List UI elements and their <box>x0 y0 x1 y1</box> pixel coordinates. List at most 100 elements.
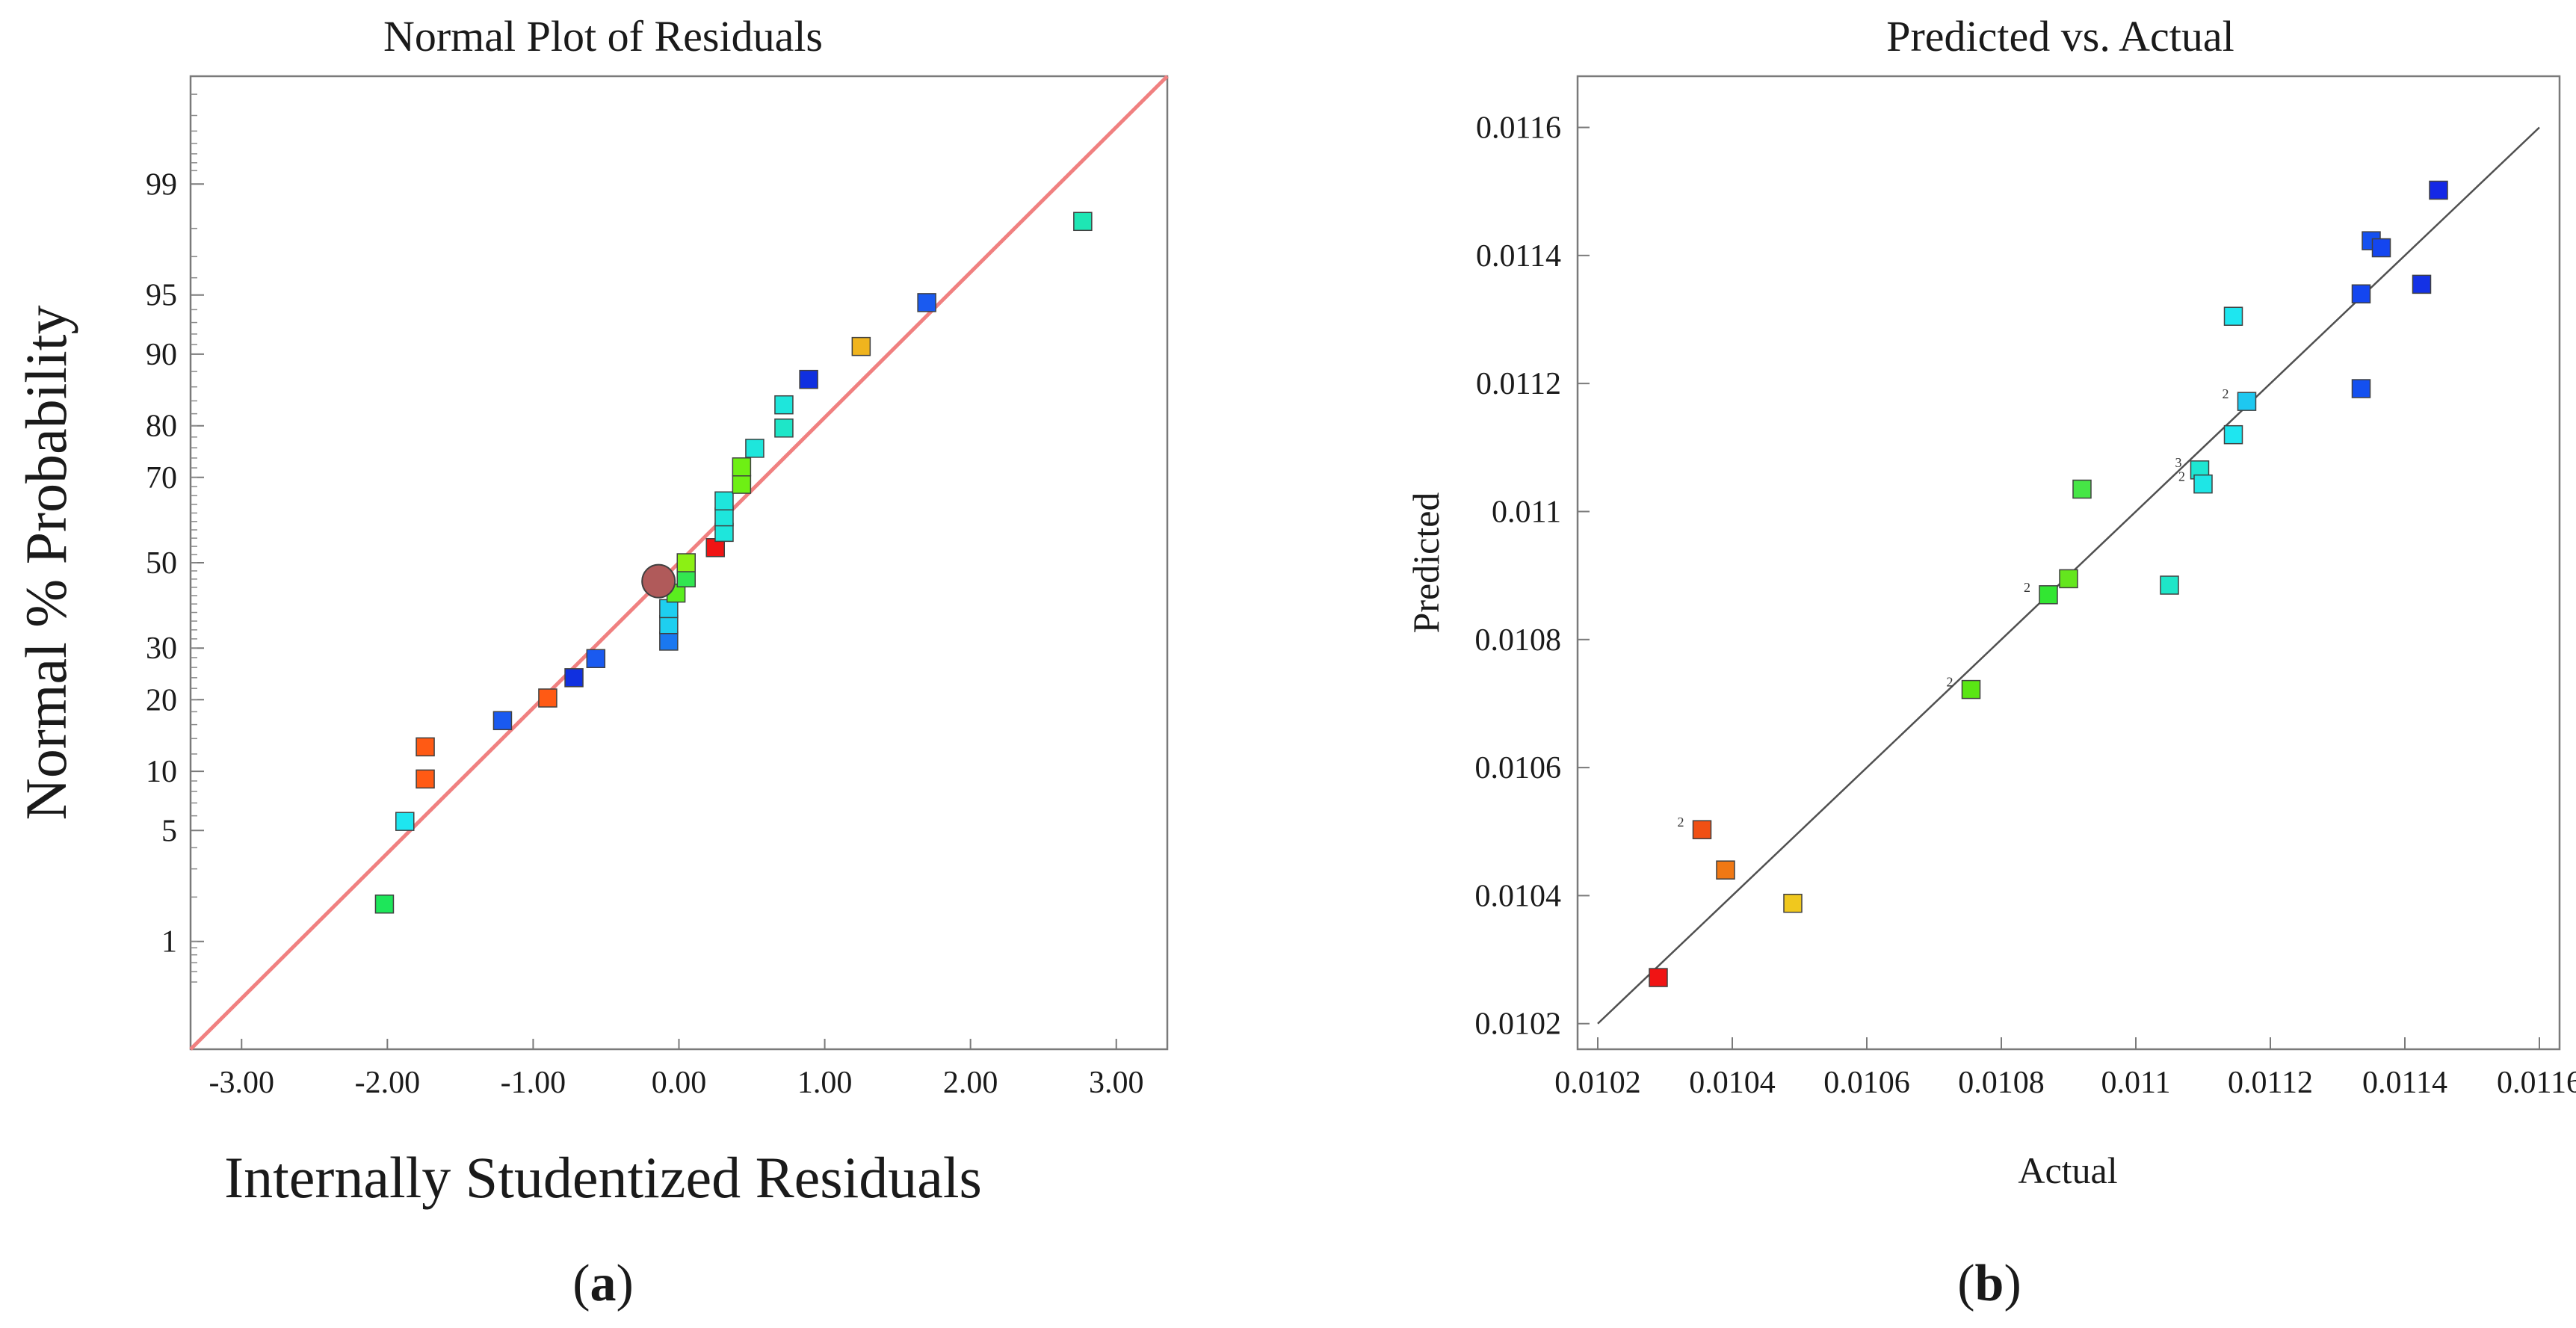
normal-plot-x-tick-label: 0.00 <box>652 1066 707 1100</box>
normal-plot-y-tick-label: 30 <box>146 631 177 666</box>
predicted-vs-actual-x-tick-label: 0.0106 <box>1823 1066 1910 1100</box>
normal-plot-title: Normal Plot of Residuals <box>383 12 823 61</box>
normal-plot-x-axis-title: Internally Studentized Residuals <box>224 1145 982 1210</box>
normal-plot-panel: Normal Plot of Residuals -3.00 -2.00 -1.00… <box>13 12 1169 1312</box>
predicted-vs-actual-y-tick-label: 0.0102 <box>1475 1007 1562 1042</box>
normal-plot-y-axis-title: Normal % Probability <box>13 306 78 821</box>
normal-plot-y-tick-label: 5 <box>161 814 177 848</box>
normal-plot-point <box>395 812 415 831</box>
predicted-vs-actual-point <box>2039 585 2058 605</box>
normal-plot-x-tick-label: -1.00 <box>501 1066 566 1100</box>
panel-a-letter: a <box>590 1255 617 1312</box>
predicted-vs-actual-x-axis-title: Actual <box>2018 1149 2117 1191</box>
predicted-vs-actual-frame <box>1576 75 2561 1051</box>
predicted-vs-actual-point <box>2223 306 2243 326</box>
predicted-vs-actual-point <box>1716 860 1735 880</box>
predicted-vs-actual-point <box>2223 424 2243 445</box>
normal-plot-point <box>799 369 818 389</box>
normal-plot-point <box>416 769 435 789</box>
normal-plot-y-tick-label: 50 <box>146 546 177 581</box>
panel-b-label: (b) <box>1957 1255 2021 1312</box>
normal-plot-x-tick-label: -2.00 <box>355 1066 421 1100</box>
predicted-vs-actual-x-tick-label: 0.0108 <box>1958 1066 2045 1100</box>
predicted-vs-actual-y-tick-label: 0.0108 <box>1475 623 1562 658</box>
predicted-vs-actual-y-tick-label: 0.0112 <box>1476 367 1561 401</box>
normal-plot-y-tick-label: 99 <box>146 167 177 202</box>
predicted-vs-actual-ticks: 0.0102 0.0104 0.0106 0.0108 0.011 0.0112 0.011… <box>1475 111 2576 1100</box>
predicted-vs-actual-point <box>2160 575 2179 595</box>
predicted-vs-actual-y-tick-label: 0.0116 <box>1476 111 1561 146</box>
normal-plot-y-tick-label: 70 <box>146 461 177 495</box>
normal-plot-x-tick-label: 1.00 <box>797 1066 853 1100</box>
predicted-vs-actual-multiplicity-label: 2 <box>1947 675 1953 690</box>
panel-b-letter: b <box>1975 1255 2004 1312</box>
predicted-vs-actual-x-tick-label: 0.0104 <box>1689 1066 1776 1100</box>
normal-plot-ticks: -3.00 -2.00 -1.00 0.00 1.00 2.00 3.00 1 5 10 20 30 5… <box>146 167 1143 1100</box>
predicted-vs-actual-x-tick-label: 0.0102 <box>1554 1066 1641 1100</box>
normal-plot-point <box>659 631 679 651</box>
normal-plot-point <box>586 649 606 668</box>
predicted-vs-actual-multiplicity-label: 2 <box>2223 386 2229 401</box>
normal-plot-point <box>659 599 679 619</box>
normal-plot-y-tick-label: 90 <box>146 338 177 372</box>
normal-plot-point <box>714 491 734 510</box>
normal-plot-points <box>374 211 1093 914</box>
predicted-vs-actual-point <box>2351 379 2371 398</box>
normal-plot-point <box>676 553 696 572</box>
predicted-vs-actual-point <box>2237 392 2257 411</box>
predicted-vs-actual-point <box>2371 238 2391 258</box>
normal-plot-y-tick-label: 80 <box>146 410 177 444</box>
predicted-vs-actual-point <box>2412 274 2432 294</box>
predicted-vs-actual-multiplicity-label: 2 <box>2178 469 2185 484</box>
predicted-vs-actual-point <box>2072 479 2092 499</box>
normal-plot-y-tick-label: 95 <box>146 279 177 313</box>
normal-plot-point <box>564 668 584 688</box>
normal-plot-point <box>745 439 765 458</box>
predicted-vs-actual-multiplicity-label: 3 <box>2175 455 2182 470</box>
normal-plot-point <box>851 336 871 356</box>
predicted-vs-actual-y-tick-label: 0.011 <box>1492 495 1561 529</box>
normal-plot-y-tick-label: 20 <box>146 683 177 717</box>
predicted-vs-actual-x-tick-label: 0.0116 <box>2497 1066 2576 1100</box>
predicted-vs-actual-multiplicity-label: 2 <box>1678 815 1684 830</box>
predicted-vs-actual-y-tick-label: 0.0106 <box>1475 751 1562 785</box>
predicted-vs-actual-point <box>2429 180 2448 200</box>
normal-plot-point <box>714 507 734 527</box>
predicted-vs-actual-x-tick-label: 0.0114 <box>2362 1066 2447 1100</box>
predicted-vs-actual-point <box>1783 893 1803 913</box>
normal-plot-point <box>374 894 395 914</box>
predicted-vs-actual-x-tick-label: 0.011 <box>2101 1066 2171 1100</box>
normal-plot-point <box>917 293 936 312</box>
predicted-vs-actual-y-tick-label: 0.0104 <box>1475 879 1562 913</box>
predicted-vs-actual-point <box>2059 569 2078 589</box>
predicted-vs-actual-x-tick-label: 0.0112 <box>2228 1066 2313 1100</box>
predicted-vs-actual-multiplicity-label: 2 <box>2024 580 2030 595</box>
predicted-vs-actual-point <box>1649 968 1668 987</box>
normal-plot-point <box>659 615 679 634</box>
normal-plot-point <box>1073 211 1093 232</box>
normal-plot-point <box>492 711 513 731</box>
predicted-vs-actual-point <box>2351 284 2371 303</box>
predicted-vs-actual-title: Predicted vs. Actual <box>1886 12 2234 61</box>
normal-plot-highlight-point <box>641 563 676 599</box>
normal-plot-x-tick-label: 2.00 <box>943 1066 998 1100</box>
normal-plot-x-tick-label: 3.00 <box>1089 1066 1144 1100</box>
normal-plot-y-tick-label: 10 <box>146 755 177 789</box>
normal-plot-point <box>416 737 435 757</box>
predicted-vs-actual-point <box>1961 679 1981 699</box>
predicted-vs-actual-point <box>1692 820 1712 839</box>
panel-a-label: (a) <box>572 1255 634 1312</box>
normal-plot-point <box>538 688 557 708</box>
normal-plot-y-tick-label: 1 <box>161 925 177 960</box>
normal-plot-point <box>774 395 794 415</box>
predicted-vs-actual-panel: Predicted vs. Actual 0.0102 0.0104 0.0106 0… <box>1405 12 2576 1312</box>
normal-plot-point <box>732 475 752 494</box>
predicted-vs-actual-y-axis-title: Predicted <box>1405 492 1447 634</box>
predicted-vs-actual-y-tick-label: 0.0114 <box>1476 239 1561 274</box>
predicted-vs-actual-point <box>2193 474 2213 494</box>
normal-plot-point <box>732 457 752 477</box>
normal-plot-minor-ticks <box>191 93 197 983</box>
normal-plot-point <box>774 419 794 438</box>
